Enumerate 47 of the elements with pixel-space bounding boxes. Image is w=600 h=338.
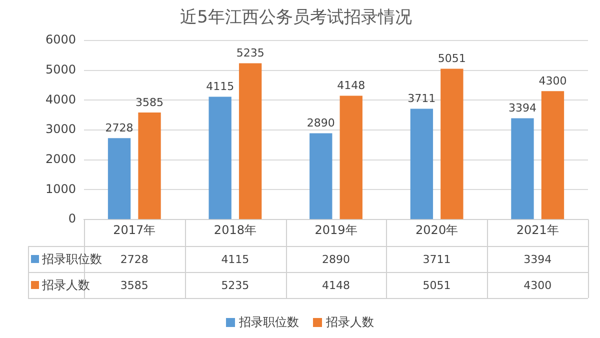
data-label: 4115 <box>220 252 250 268</box>
x-tick-label: 2020年 <box>416 222 458 237</box>
bar <box>108 138 131 220</box>
y-tick-label: 0 <box>68 212 76 226</box>
annotation: 4148 <box>337 79 366 92</box>
annotation: 2728 <box>105 121 134 134</box>
x-tick-label: 2018年 <box>214 222 256 237</box>
bar <box>208 96 232 220</box>
x-tick-label: 2017年 <box>113 222 156 237</box>
bar <box>238 63 262 220</box>
text: 招录职位数 <box>239 314 299 328</box>
text: 招录人数 <box>326 314 374 328</box>
annotation: 4115 <box>206 80 234 94</box>
data-label: 5235 <box>220 278 250 294</box>
bar <box>440 68 464 220</box>
data-label: 2728 <box>120 252 148 266</box>
chart-title: 近5年江西公务员考试招录情况 <box>180 8 412 28</box>
bar <box>511 118 534 220</box>
annotation: 3585 <box>136 96 164 109</box>
bar <box>138 112 161 220</box>
y-tick-label: 3000 <box>45 122 76 136</box>
bar <box>410 108 434 220</box>
data-label: 5051 <box>422 278 452 294</box>
bar <box>310 133 332 220</box>
y-tick-label: 6000 <box>45 32 76 47</box>
x-tick-label: 2019年 <box>314 222 358 237</box>
bar <box>340 96 362 220</box>
data-label: 3585 <box>119 278 150 294</box>
annotation: 2890 <box>306 116 335 130</box>
annotation: 4300 <box>538 74 567 88</box>
data-label: 3711 <box>422 252 452 268</box>
annotation: 3711 <box>408 92 436 106</box>
x-tick-label: 2021年 <box>516 222 559 237</box>
data-label: 4148 <box>321 278 351 294</box>
annotation: 5235 <box>236 46 264 60</box>
annotation: 5051 <box>438 52 466 66</box>
y-tick-label: 2000 <box>45 152 76 166</box>
legend-label: 招录职位数 <box>42 250 102 268</box>
y-tick-label: 1000 <box>45 182 76 196</box>
data-label: 2890 <box>321 252 351 268</box>
legend-label: 招录人数 <box>42 276 90 294</box>
y-tick-label: 4000 <box>45 92 76 106</box>
y-tick-label: 5000 <box>45 62 76 76</box>
annotation: 3394 <box>508 102 536 115</box>
data-label: 4300 <box>522 278 553 294</box>
data-label: 3394 <box>522 252 553 268</box>
bar <box>541 91 564 220</box>
